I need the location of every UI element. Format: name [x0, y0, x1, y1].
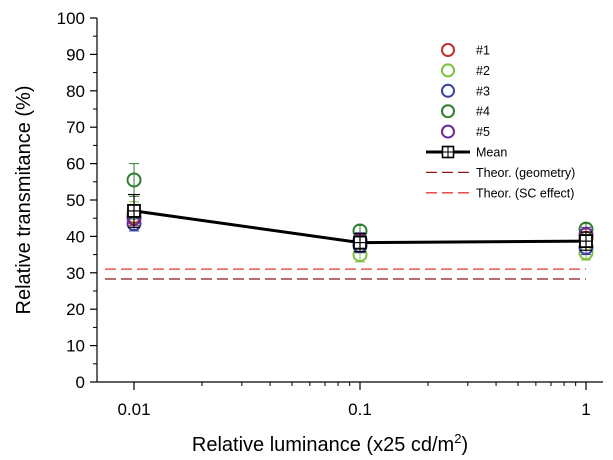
x-tick-label: 0.01: [117, 400, 150, 419]
y-tick-label: 30: [66, 264, 85, 283]
legend-label: #1: [476, 44, 490, 58]
legend-marker: [441, 124, 455, 139]
y-tick-label: 40: [66, 227, 85, 246]
legend-label: #5: [476, 125, 490, 139]
legend-label: #3: [476, 84, 490, 98]
legend-label: #4: [476, 105, 490, 119]
legend-label: Theor. (SC effect): [476, 186, 574, 200]
plot-area: [105, 163, 594, 280]
legend-marker: [441, 43, 455, 57]
y-tick-label: 80: [66, 82, 85, 101]
axes: 0 10 20 30 40 50 60 70 80 90 100 0.01 0.1 1: [57, 9, 603, 419]
legend-marker: [441, 104, 455, 119]
legend-marker: [441, 63, 455, 78]
y-tick-label: 20: [66, 300, 85, 319]
y-tick-label: 50: [66, 191, 85, 210]
y-tick-label: 100: [57, 9, 85, 28]
legend-marker: [441, 83, 455, 98]
y-tick-label: 70: [66, 118, 85, 137]
data-point: [126, 172, 142, 188]
legend: #1 #2 #3 #4 #5 Mean Theor. (geometry) Theor. (S…: [426, 43, 575, 200]
x-tick-label: 1: [581, 400, 590, 419]
x-tick-label: 0.1: [348, 400, 372, 419]
y-tick-label: 90: [66, 45, 85, 64]
y-tick-label: 0: [76, 373, 85, 392]
legend-label: Mean: [476, 146, 507, 160]
y-axis-title: Relative transmitance (%): [13, 86, 35, 315]
y-tick-label: 60: [66, 155, 85, 174]
y-tick-label: 10: [66, 337, 85, 356]
legend-label: Theor. (geometry): [476, 166, 575, 180]
x-axis-title: Relative luminance (x25 cd/m2): [192, 431, 468, 456]
legend-label: #2: [476, 64, 490, 78]
